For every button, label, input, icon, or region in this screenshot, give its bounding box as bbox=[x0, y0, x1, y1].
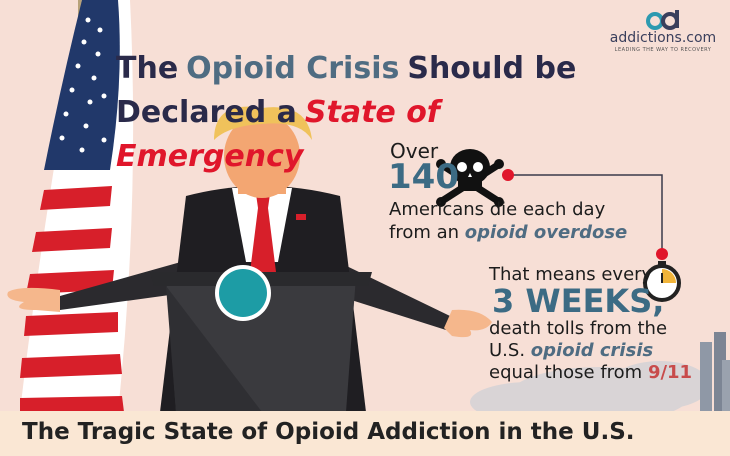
stat1-number: 140 bbox=[388, 157, 459, 197]
page-title: The Opioid Crisis Should be Declared a Stat… bbox=[116, 47, 616, 179]
logo-tagline: LEADING THE WAY TO RECOVERY bbox=[614, 47, 712, 53]
stat2-line4: equal those from 9/11 bbox=[489, 362, 692, 383]
stat1-line2-emph: opioid overdose bbox=[464, 222, 628, 243]
stat1-line2-prefix: from an bbox=[389, 222, 460, 243]
headline-word: The bbox=[116, 51, 179, 86]
brand-logo[interactable]: addictions.com LEADING THE WAY TO RECOVE… bbox=[602, 10, 724, 53]
stat2-line3-emph: opioid crisis bbox=[530, 340, 654, 361]
stat1-line2: from an opioid overdose bbox=[389, 222, 627, 243]
headline-line-1: The Opioid Crisis Should be bbox=[116, 47, 616, 91]
stopwatch-icon bbox=[643, 261, 681, 302]
stat1-line1: Americans die each day bbox=[389, 199, 606, 220]
skull-crossbones-icon bbox=[436, 149, 504, 207]
stat2-line2: death tolls from the bbox=[489, 318, 668, 339]
stat2-line4-emph: 9/11 bbox=[647, 362, 693, 383]
stat2-weeks: 3 WEEKS, bbox=[492, 282, 665, 320]
stat1-over: Over bbox=[390, 139, 439, 163]
headline-opioid-crisis: Opioid Crisis bbox=[186, 51, 400, 86]
ad-logo-icon bbox=[646, 10, 679, 30]
stat2-line4-prefix: equal those from bbox=[489, 362, 643, 383]
headline-line-2: Declared a State of Emergency bbox=[116, 91, 616, 179]
stat2-line1: That means every bbox=[489, 264, 653, 285]
headline-state-of-emergency: State of Emergency bbox=[116, 95, 440, 174]
headline-word: Declared a bbox=[116, 95, 297, 130]
footer-bar bbox=[0, 411, 730, 456]
headline-word: Should be bbox=[407, 51, 577, 86]
footer-title: The Tragic State of Opioid Addiction in … bbox=[22, 419, 635, 445]
stat2-line3-prefix: U.S. bbox=[489, 340, 526, 361]
connector-line bbox=[502, 169, 668, 260]
logo-name: addictions.com bbox=[609, 30, 717, 46]
stat2-line3: U.S. opioid crisis bbox=[489, 340, 653, 361]
podium bbox=[150, 265, 372, 412]
